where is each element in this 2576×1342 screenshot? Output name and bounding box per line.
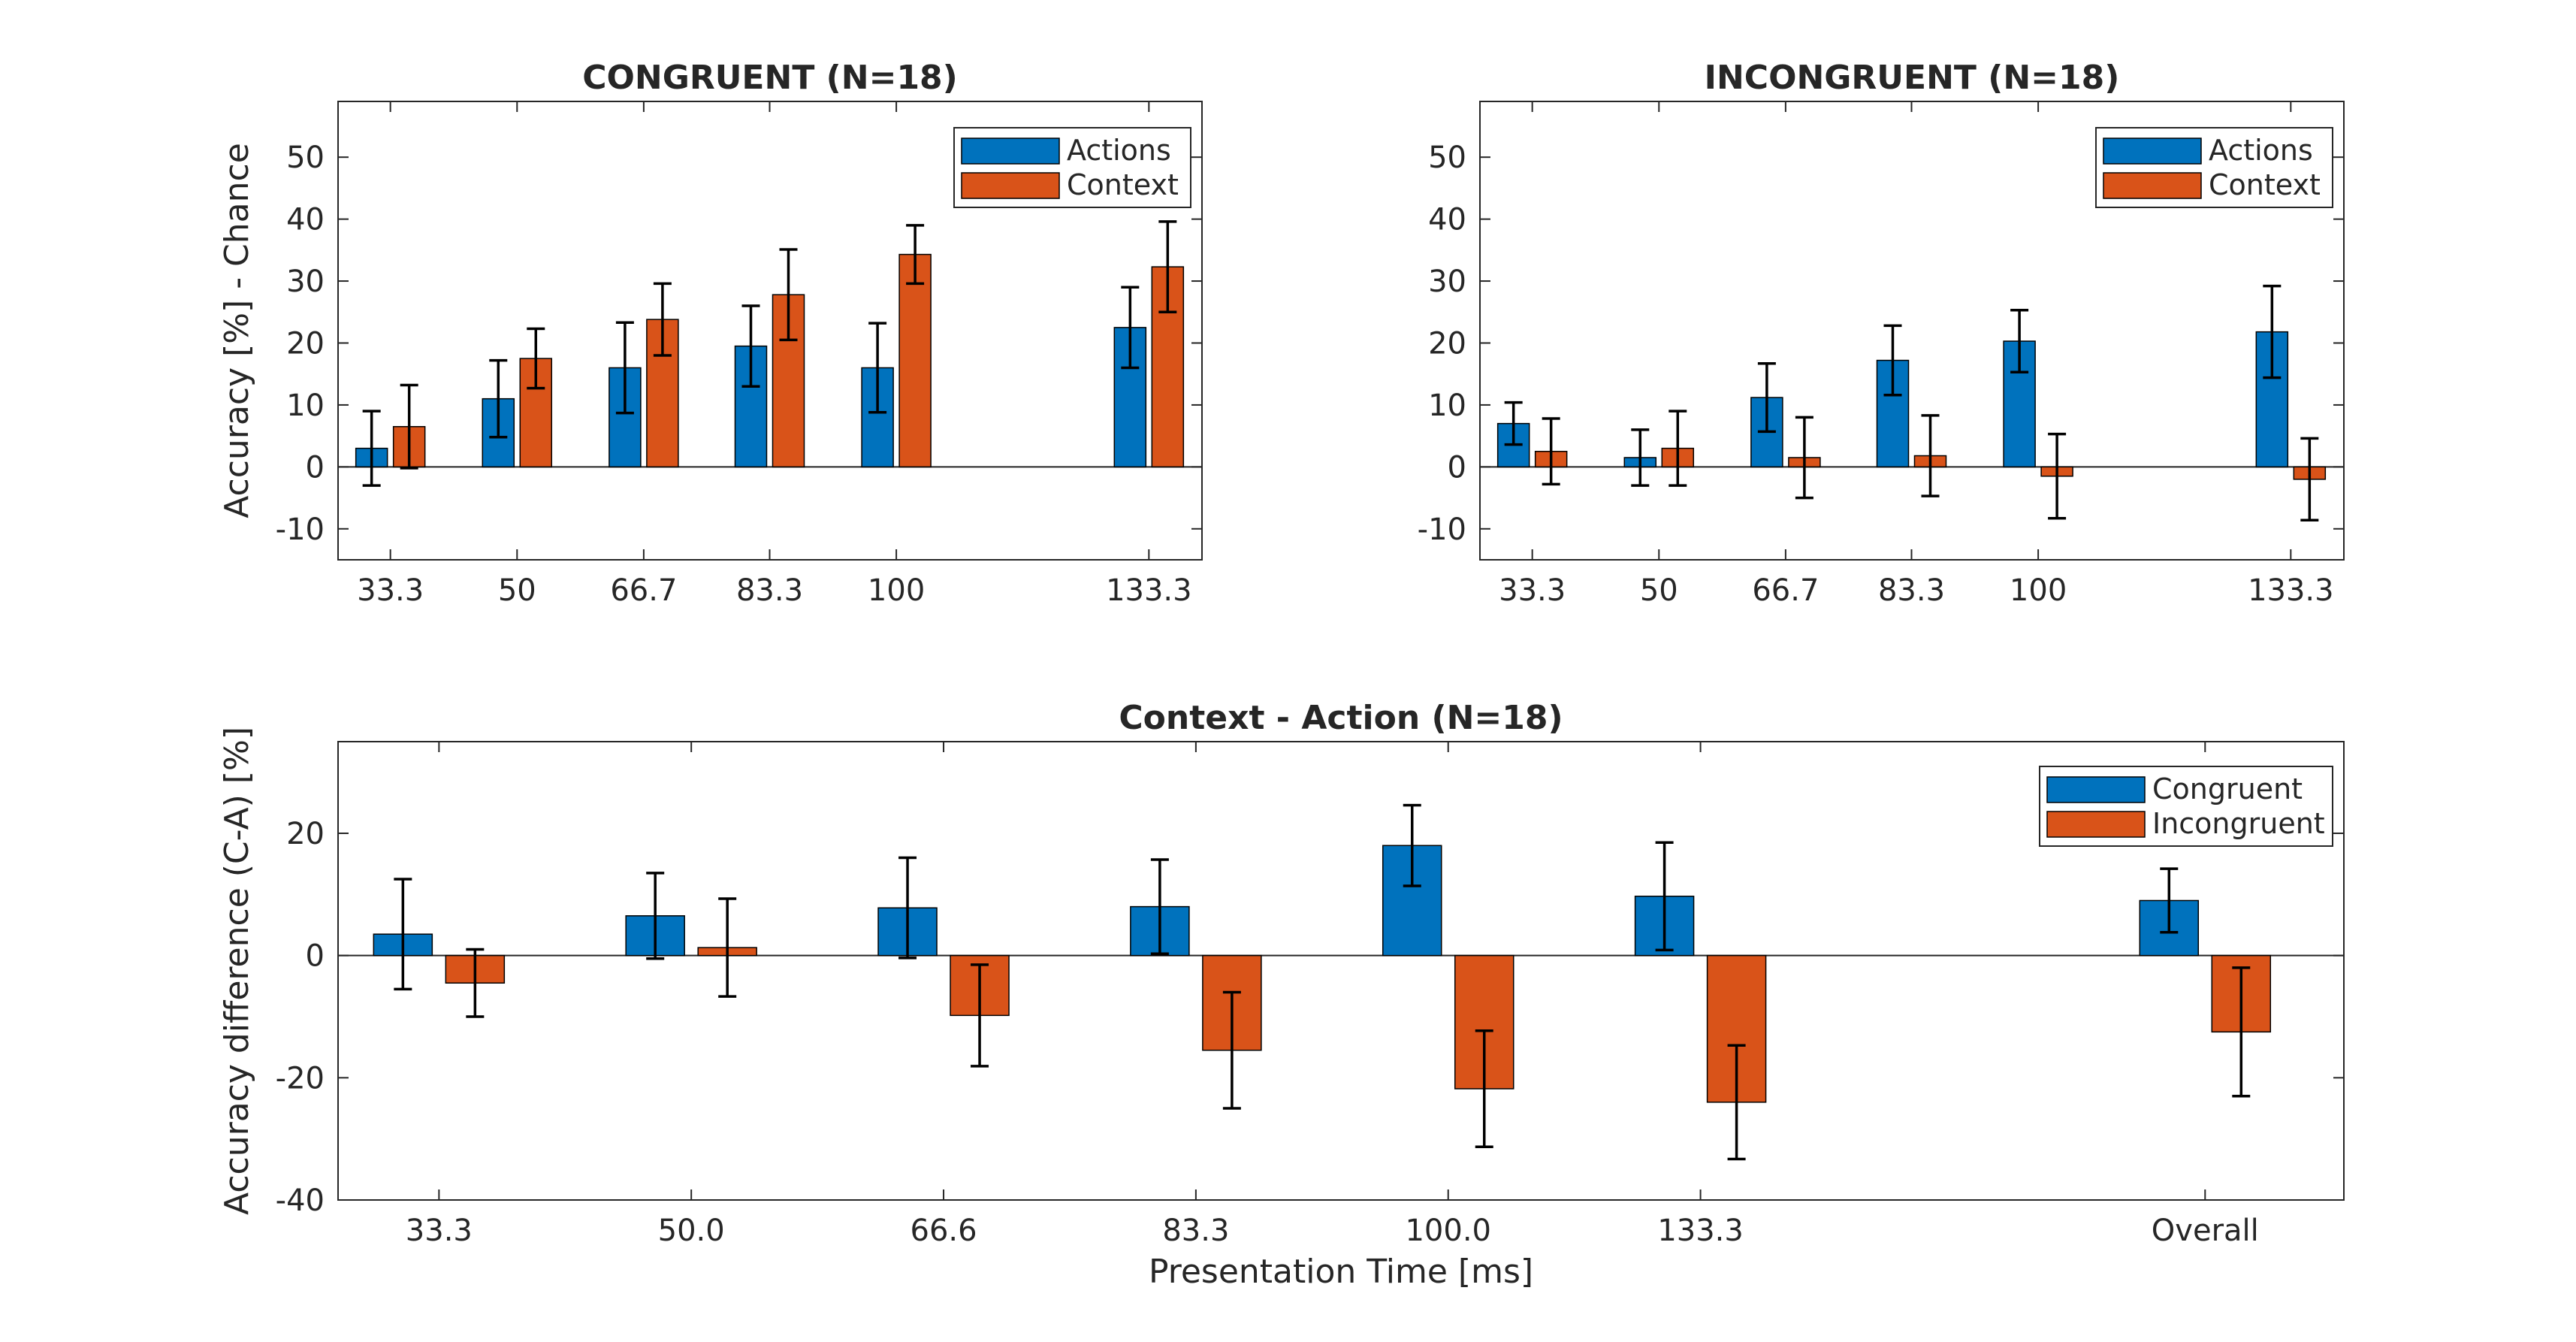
- x-tick-label: 100.0: [1405, 1214, 1491, 1248]
- y-tick-label: 50: [1428, 141, 1466, 175]
- x-tick-label: 83.3: [736, 573, 803, 608]
- chart-title: INCONGRUENT (N=18): [1705, 59, 2120, 97]
- x-tick-label: 83.3: [1162, 1214, 1229, 1248]
- legend-label: Incongruent: [2152, 807, 2325, 840]
- y-tick-label: 20: [1428, 326, 1466, 361]
- y-tick-label: 20: [286, 817, 325, 851]
- chart-title: Context - Action (N=18): [1119, 699, 1563, 737]
- y-axis-label: Accuracy [%] - Chance: [218, 143, 256, 518]
- x-tick-label: 100: [868, 573, 925, 608]
- y-tick-label: 40: [1428, 203, 1466, 237]
- legend-label: Context: [1067, 168, 1179, 201]
- x-tick-label: 66.6: [911, 1214, 977, 1248]
- legend-swatch: [961, 172, 1060, 199]
- bar: [898, 253, 932, 468]
- x-tick-label: 133.3: [1106, 573, 1192, 608]
- axes-box: [337, 741, 2345, 1201]
- legend-swatch: [2103, 172, 2202, 199]
- legend-label: Actions: [1067, 134, 1171, 167]
- y-tick-label: -40: [276, 1183, 325, 1218]
- x-axis-label: Presentation Time [ms]: [1149, 1253, 1533, 1291]
- legend-swatch: [2046, 811, 2146, 838]
- x-tick-label: 133.3: [2248, 573, 2334, 608]
- y-axis-label: Accuracy difference (C-A) [%]: [218, 727, 256, 1215]
- y-tick-label: 20: [286, 326, 325, 361]
- x-tick-label: 50: [498, 573, 536, 608]
- y-tick-label: 10: [1428, 388, 1466, 423]
- chart-3: -40 -20 0 20 33.3 50.0 66.6 83.3 100.0 133.3 Overa…: [218, 699, 2345, 1291]
- legend-swatch: [961, 138, 1060, 165]
- x-tick-label: 50: [1640, 573, 1678, 608]
- x-tick-label: 50.0: [658, 1214, 725, 1248]
- y-tick-label: -10: [276, 512, 325, 547]
- y-tick-label: 50: [286, 141, 325, 175]
- chart-2: -10 0 10 20 30 40 50 33.3 50 66.7 83.3 100 133.3 INCO…: [1418, 59, 2345, 608]
- x-tick-label: 83.3: [1878, 573, 1945, 608]
- chart-1: -10 0 10 20 30 40 50 33.3 50 66.7 83.3 100 133.3 CONG…: [218, 59, 1203, 608]
- y-tick-label: 0: [306, 939, 325, 974]
- y-tick-label: 10: [286, 388, 325, 423]
- chart-title: CONGRUENT (N=18): [582, 59, 958, 97]
- y-tick-label: 0: [1448, 450, 1466, 485]
- y-tick-label: -20: [276, 1061, 325, 1096]
- x-tick-label: 66.7: [1752, 573, 1819, 608]
- legend-label: Context: [2209, 168, 2321, 201]
- x-tick-label: 100: [2010, 573, 2067, 608]
- y-tick-label: 40: [286, 203, 325, 237]
- x-tick-label: 33.3: [357, 573, 424, 608]
- y-tick-label: 30: [1428, 264, 1466, 299]
- legend-label: Actions: [2209, 134, 2313, 167]
- y-tick-label: 30: [286, 264, 325, 299]
- x-tick-label: 33.3: [1499, 573, 1566, 608]
- x-tick-label: 133.3: [1657, 1214, 1744, 1248]
- x-tick-label: 66.7: [610, 573, 677, 608]
- legend-swatch: [2103, 138, 2202, 165]
- y-tick-label: 0: [306, 450, 325, 485]
- legend-label: Congruent: [2152, 772, 2303, 806]
- x-tick-label: Overall: [2152, 1214, 2259, 1248]
- legend-swatch: [2046, 776, 2146, 803]
- x-tick-label: 33.3: [406, 1214, 473, 1248]
- y-tick-label: -10: [1418, 512, 1466, 547]
